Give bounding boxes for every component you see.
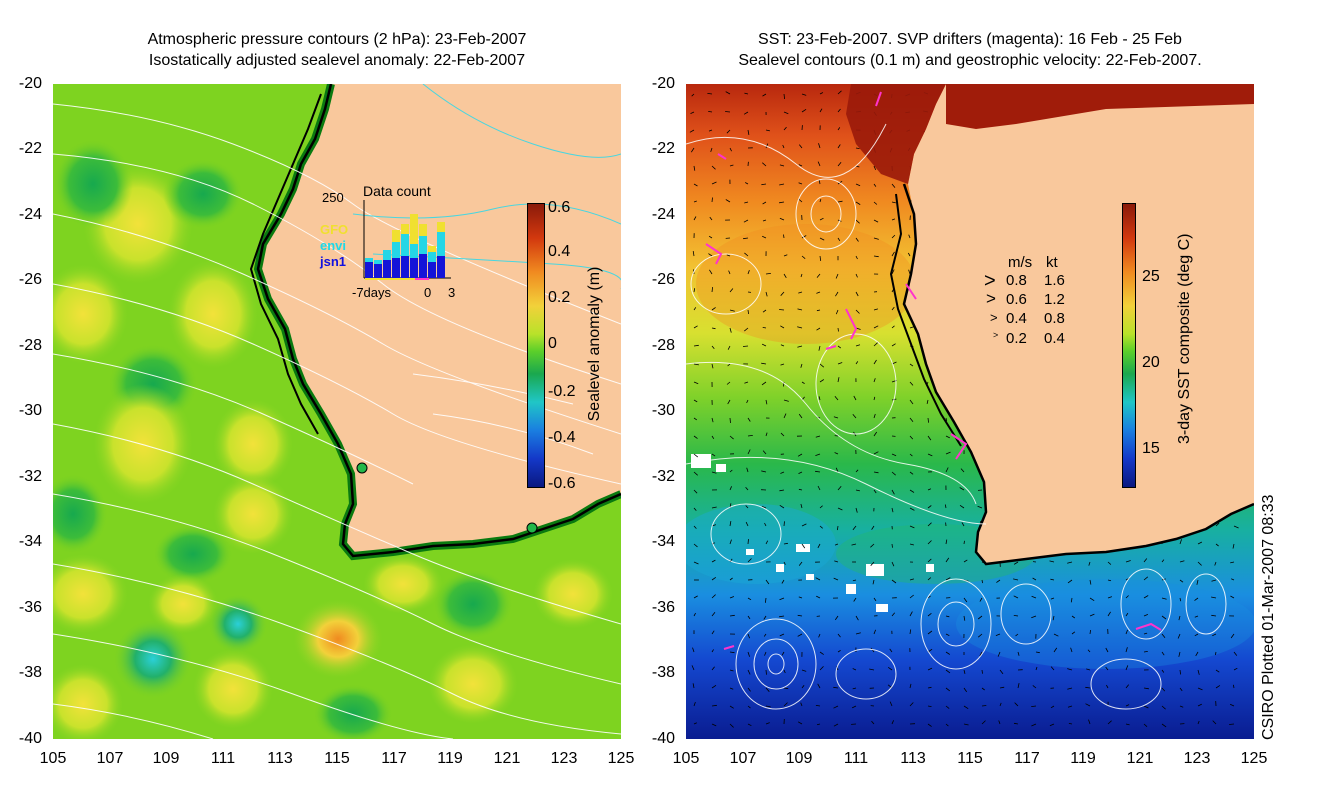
inset-series-jsn1: jsn1 <box>320 254 347 269</box>
inset-data-count-chart <box>363 200 451 280</box>
sealevel-tick-3: 0 <box>548 335 557 352</box>
right-ytick: -22 <box>651 140 675 157</box>
left-xtick: 109 <box>152 750 180 767</box>
inset-series-envi: envi <box>320 238 347 253</box>
right-ytick: -40 <box>651 730 675 747</box>
sst-tick-15: 15 <box>1142 440 1160 457</box>
left-xtick: 115 <box>324 750 350 767</box>
right-ytick: -20 <box>651 75 675 92</box>
right-xtick: 123 <box>1183 750 1211 767</box>
sealevel-colorbar-label: Sealevel anomaly (m) <box>586 266 603 422</box>
right-ytick: -30 <box>651 402 675 419</box>
left-xtick: 123 <box>550 750 578 767</box>
left-ytick: -40 <box>18 730 42 747</box>
inset-ymax-label: 250 <box>322 190 344 205</box>
right-xtick: 125 <box>1240 750 1268 767</box>
right-ytick: -28 <box>651 337 675 354</box>
left-xtick: 111 <box>210 750 236 767</box>
left-xtick: 105 <box>39 750 67 767</box>
inset-xlabel-zero: 0 <box>424 285 432 300</box>
sst-colorbar-label: 3-day SST composite (deg C) <box>1176 233 1193 444</box>
left-ytick: -24 <box>18 206 42 223</box>
velocity-legend-kt-3: 0.4 <box>1044 330 1065 347</box>
velocity-legend-ms-3: 0.2 <box>1006 330 1027 347</box>
velocity-legend-arrow-0: > <box>984 270 996 292</box>
sealevel-tick-5: -0.4 <box>548 429 576 446</box>
inset-xlabel-start: -7days <box>352 285 392 300</box>
right-ytick: -32 <box>651 468 675 485</box>
right-xtick: 121 <box>1126 750 1154 767</box>
sst-map[interactable] <box>686 84 1254 739</box>
velocity-legend-ms-0: 0.8 <box>1006 272 1027 289</box>
right-xtick: 119 <box>1070 750 1096 767</box>
right-ytick: -34 <box>651 533 675 550</box>
left-title-line1: Atmospheric pressure contours (2 hPa): 2… <box>147 31 527 48</box>
velocity-legend-kt-1: 1.2 <box>1044 291 1065 308</box>
sealevel-tick-4: -0.2 <box>548 383 576 400</box>
left-ytick: -38 <box>18 664 42 681</box>
sst-colorbar <box>1122 203 1136 488</box>
sealevel-anomaly-map[interactable] <box>53 84 621 739</box>
right-ytick: -26 <box>651 271 675 288</box>
right-xtick: 107 <box>729 750 757 767</box>
velocity-legend-ms-2: 0.4 <box>1006 310 1027 327</box>
inset-xlabel-end: 3 <box>448 285 456 300</box>
right-xtick: 111 <box>843 750 869 767</box>
left-xtick: 125 <box>607 750 635 767</box>
left-ytick: -22 <box>18 140 42 157</box>
sst-tick-20: 20 <box>1142 354 1160 371</box>
velocity-legend-header-kt: kt <box>1046 254 1058 271</box>
left-title-line2: Isostatically adjusted sealevel anomaly:… <box>148 52 526 69</box>
velocity-legend-header-ms: m/s <box>1008 254 1033 271</box>
right-xtick: 109 <box>785 750 813 767</box>
left-xtick: 107 <box>96 750 124 767</box>
left-xtick: 113 <box>267 750 293 767</box>
right-ytick: -24 <box>651 206 675 223</box>
plot-credit: CSIRO Plotted 01-Mar-2007 08:33 <box>1260 494 1277 740</box>
left-ytick: -28 <box>18 337 42 354</box>
velocity-legend-ms-1: 0.6 <box>1006 291 1027 308</box>
left-xtick: 119 <box>437 750 463 767</box>
sealevel-tick-0: 0.6 <box>548 199 571 216</box>
sealevel-tick-2: 0.2 <box>548 289 571 306</box>
left-ytick: -36 <box>18 599 42 616</box>
right-xtick: 115 <box>957 750 983 767</box>
inset-title: Data count <box>363 183 431 199</box>
right-xtick: 105 <box>672 750 700 767</box>
left-xtick: 117 <box>381 750 407 767</box>
left-ytick: -32 <box>18 468 42 485</box>
right-xtick: 113 <box>900 750 926 767</box>
sst-tick-25: 25 <box>1142 268 1160 285</box>
inset-series-gfo: GFO <box>320 222 349 237</box>
sealevel-tick-1: 0.4 <box>548 243 571 260</box>
velocity-legend-arrow-2: > <box>990 310 998 325</box>
left-ytick: -20 <box>18 75 42 92</box>
right-title-line2: Sealevel contours (0.1 m) and geostrophi… <box>738 52 1202 69</box>
left-xtick: 121 <box>493 750 521 767</box>
right-xtick: 117 <box>1014 750 1040 767</box>
sealevel-tick-6: -0.6 <box>548 475 576 492</box>
right-ytick: -38 <box>651 664 675 681</box>
right-ytick: -36 <box>651 599 675 616</box>
velocity-legend-kt-2: 0.8 <box>1044 310 1065 327</box>
left-ytick: -30 <box>18 402 42 419</box>
left-ytick: -26 <box>18 271 42 288</box>
velocity-legend-kt-0: 1.6 <box>1044 272 1065 289</box>
velocity-legend-arrow-3: > <box>993 330 999 340</box>
left-ytick: -34 <box>18 533 42 550</box>
sealevel-colorbar <box>527 203 545 488</box>
right-title-line1: SST: 23-Feb-2007. SVP drifters (magenta)… <box>758 31 1182 48</box>
velocity-legend-arrow-1: > <box>986 289 996 308</box>
